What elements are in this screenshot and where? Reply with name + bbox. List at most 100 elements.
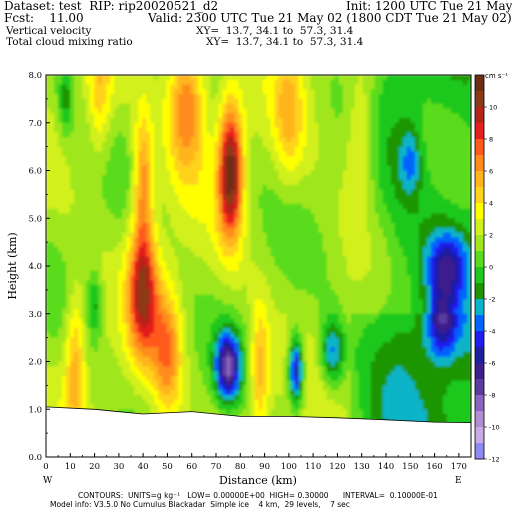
field-cell bbox=[218, 385, 224, 391]
field-cell bbox=[226, 275, 232, 281]
field-cell bbox=[282, 113, 288, 119]
field-cell bbox=[82, 256, 87, 262]
field-cell bbox=[210, 103, 215, 110]
field-cell bbox=[250, 98, 256, 105]
field-cell bbox=[242, 318, 248, 324]
field-cell bbox=[130, 285, 135, 291]
field-cell bbox=[250, 175, 256, 181]
field-cell bbox=[182, 151, 187, 157]
field-cell bbox=[178, 208, 183, 215]
field-cell bbox=[186, 390, 191, 396]
field-cell bbox=[82, 237, 87, 243]
field-cell bbox=[278, 189, 284, 195]
field-cell bbox=[106, 199, 111, 205]
field-cell bbox=[54, 351, 59, 358]
field-cell bbox=[110, 84, 115, 90]
field-cell bbox=[202, 394, 207, 401]
field-cell bbox=[134, 113, 139, 119]
field-cell bbox=[150, 318, 155, 324]
field-cell bbox=[218, 208, 224, 215]
field-cell bbox=[110, 180, 115, 186]
field-cell bbox=[110, 79, 115, 86]
field-cell bbox=[282, 256, 288, 262]
field-cell bbox=[282, 223, 288, 229]
field-cell bbox=[178, 390, 183, 396]
field-cell bbox=[158, 409, 163, 415]
field-cell bbox=[198, 232, 203, 238]
field-cell bbox=[126, 98, 131, 105]
field-cell bbox=[194, 323, 199, 329]
field-cell bbox=[270, 280, 276, 286]
field-cell bbox=[134, 108, 139, 114]
field-cell bbox=[262, 232, 268, 238]
field-cell bbox=[158, 313, 163, 320]
field-cell bbox=[46, 84, 51, 90]
field-cell bbox=[154, 294, 159, 301]
field-cell bbox=[206, 203, 211, 210]
field-cell bbox=[58, 404, 63, 410]
field-cell bbox=[70, 189, 75, 195]
field-cell bbox=[190, 328, 195, 334]
field-cell bbox=[150, 251, 155, 258]
field-cell bbox=[98, 213, 103, 219]
field-cell bbox=[150, 409, 155, 415]
field-cell bbox=[262, 409, 268, 415]
field-cell bbox=[118, 299, 123, 305]
field-cell bbox=[142, 270, 147, 277]
field-cell bbox=[114, 89, 119, 95]
field-cell bbox=[158, 165, 163, 172]
field-cell bbox=[110, 351, 115, 358]
field-cell bbox=[154, 146, 159, 153]
field-cell bbox=[214, 203, 220, 210]
field-cell bbox=[142, 361, 147, 367]
field-cell bbox=[50, 332, 55, 339]
field-cell bbox=[122, 304, 127, 310]
field-cell bbox=[74, 294, 79, 301]
field-cell bbox=[202, 409, 207, 415]
field-cell bbox=[262, 199, 268, 205]
field-cell bbox=[222, 256, 228, 262]
field-cell bbox=[86, 270, 91, 277]
field-cell bbox=[282, 304, 288, 310]
field-cell bbox=[150, 132, 155, 138]
field-cell bbox=[158, 299, 163, 305]
field-cell bbox=[102, 113, 107, 119]
field-cell bbox=[158, 75, 163, 81]
field-cell bbox=[162, 75, 167, 81]
field-cell bbox=[66, 146, 71, 153]
field-cell bbox=[194, 261, 199, 267]
field-cell bbox=[50, 223, 55, 229]
field-cell bbox=[202, 347, 207, 353]
field-cell bbox=[162, 332, 167, 339]
field-cell bbox=[106, 361, 111, 367]
field-cell bbox=[146, 385, 151, 391]
field-cell bbox=[122, 294, 127, 301]
field-cell bbox=[290, 351, 296, 358]
field-cell bbox=[78, 189, 83, 195]
field-cell bbox=[142, 223, 147, 229]
field-cell bbox=[210, 141, 215, 148]
field-cell bbox=[230, 313, 236, 320]
field-cell bbox=[290, 94, 296, 100]
field-cell bbox=[82, 103, 87, 110]
field-cell bbox=[106, 160, 111, 167]
field-cell bbox=[286, 409, 292, 415]
field-cell bbox=[146, 141, 151, 148]
field-cell bbox=[74, 313, 79, 320]
field-cell bbox=[54, 308, 59, 315]
field-cell bbox=[118, 180, 123, 186]
field-cell bbox=[214, 89, 220, 95]
field-cell bbox=[214, 189, 220, 195]
field-cell bbox=[54, 361, 59, 367]
field-cell bbox=[114, 184, 119, 191]
field-cell bbox=[170, 394, 175, 401]
field-cell bbox=[198, 246, 203, 253]
field-cell bbox=[130, 270, 135, 277]
field-cell bbox=[198, 251, 203, 258]
field-cell bbox=[74, 251, 79, 258]
field-cell bbox=[74, 194, 79, 200]
field-cell bbox=[142, 375, 147, 382]
field-cell bbox=[90, 256, 95, 262]
field-cell bbox=[226, 223, 232, 229]
field-cell bbox=[102, 289, 107, 296]
